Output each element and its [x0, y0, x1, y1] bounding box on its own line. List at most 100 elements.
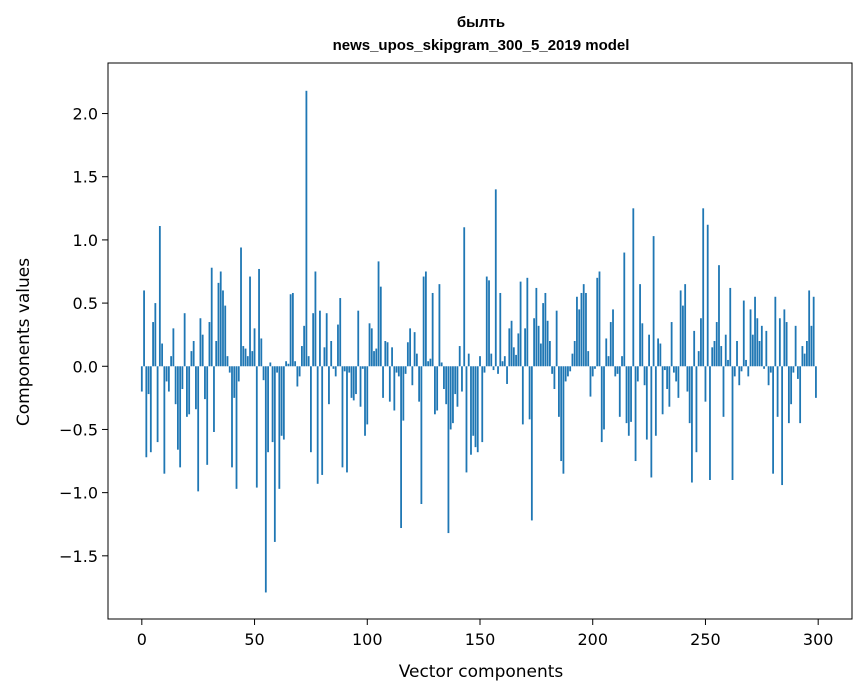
bar: [641, 323, 644, 367]
bar: [334, 366, 337, 377]
bar: [558, 366, 560, 417]
y-tick-label: −1.5: [59, 547, 98, 566]
bar: [594, 366, 596, 369]
bar: [447, 366, 450, 534]
bar: [510, 320, 513, 367]
bar: [176, 366, 179, 450]
bar: [145, 366, 148, 458]
bar: [806, 341, 808, 367]
bar: [163, 366, 166, 474]
bar: [700, 318, 702, 367]
bar: [219, 271, 222, 367]
y-axis: −1.5 −1.0 −0.5 0.0 0.5 1.0 1.5 2.0: [59, 105, 108, 566]
bar: [648, 334, 650, 367]
bar: [587, 351, 590, 367]
bar: [702, 208, 705, 367]
bar: [341, 366, 344, 468]
bar: [228, 366, 231, 373]
bar: [373, 351, 375, 367]
bar: [778, 318, 781, 367]
bar: [152, 322, 154, 367]
bar: [519, 281, 522, 367]
bar: [639, 284, 641, 367]
bar: [246, 356, 249, 367]
bar: [415, 353, 418, 367]
bar: [713, 341, 716, 367]
bar: [517, 333, 520, 367]
bar: [585, 292, 587, 367]
bar: [179, 366, 182, 468]
bar: [330, 341, 333, 367]
bar: [355, 366, 357, 395]
bar: [195, 366, 197, 410]
bar: [208, 322, 211, 367]
bar: [794, 325, 797, 367]
bar: [684, 284, 687, 367]
bar: [598, 271, 601, 367]
bar: [348, 366, 351, 373]
plot-frame: [107, 62, 853, 620]
bar: [420, 366, 423, 505]
bar: [571, 353, 574, 367]
y-axis-label: Components values: [14, 258, 34, 426]
bar: [240, 247, 242, 367]
bar: [244, 348, 247, 367]
bar: [382, 366, 384, 398]
bar: [328, 366, 330, 405]
x-tick-label: 50: [244, 630, 264, 649]
bar: [803, 353, 806, 367]
bar: [461, 366, 463, 392]
bar: [307, 356, 310, 367]
bar: [411, 366, 414, 386]
bar: [580, 292, 583, 367]
bar: [600, 366, 603, 443]
bar: [774, 296, 777, 367]
bar: [596, 277, 599, 367]
bar: [564, 366, 567, 382]
bar: [524, 328, 526, 367]
x-tick-label: 100: [352, 630, 383, 649]
bar: [783, 309, 786, 367]
bar: [709, 366, 711, 480]
bar: [470, 366, 472, 455]
bar: [560, 366, 563, 462]
bar: [551, 366, 554, 374]
bar: [765, 330, 768, 367]
bar: [226, 356, 229, 367]
bar: [267, 366, 269, 453]
bar: [555, 310, 558, 367]
bar: [276, 366, 278, 373]
bar: [197, 366, 200, 492]
bar: [488, 280, 490, 367]
bar: [636, 366, 639, 382]
bar: [704, 366, 707, 402]
bar: [300, 346, 303, 367]
x-axis: 0 50 100 150 200 250 300: [137, 619, 833, 649]
bar: [796, 366, 799, 379]
bar: [303, 325, 306, 367]
bar: [722, 366, 725, 417]
bar: [454, 366, 457, 395]
bar: [792, 366, 795, 373]
bar: [431, 292, 434, 367]
bar: [697, 351, 700, 367]
bar: [429, 358, 432, 367]
bar: [375, 348, 378, 367]
bar: [754, 296, 756, 367]
bar: [222, 290, 224, 367]
bar: [781, 366, 784, 486]
y-tick-label: −0.5: [59, 420, 98, 439]
bar: [395, 366, 398, 373]
bar: [686, 366, 689, 392]
bar: [452, 366, 454, 424]
bar: [751, 334, 754, 367]
bar: [621, 356, 623, 367]
bar: [675, 366, 678, 382]
bar: [143, 290, 145, 367]
bar: [740, 366, 743, 372]
bar: [634, 366, 637, 462]
bar: [190, 351, 193, 367]
bar: [210, 267, 213, 367]
bar: [573, 341, 576, 367]
bar: [546, 320, 549, 367]
